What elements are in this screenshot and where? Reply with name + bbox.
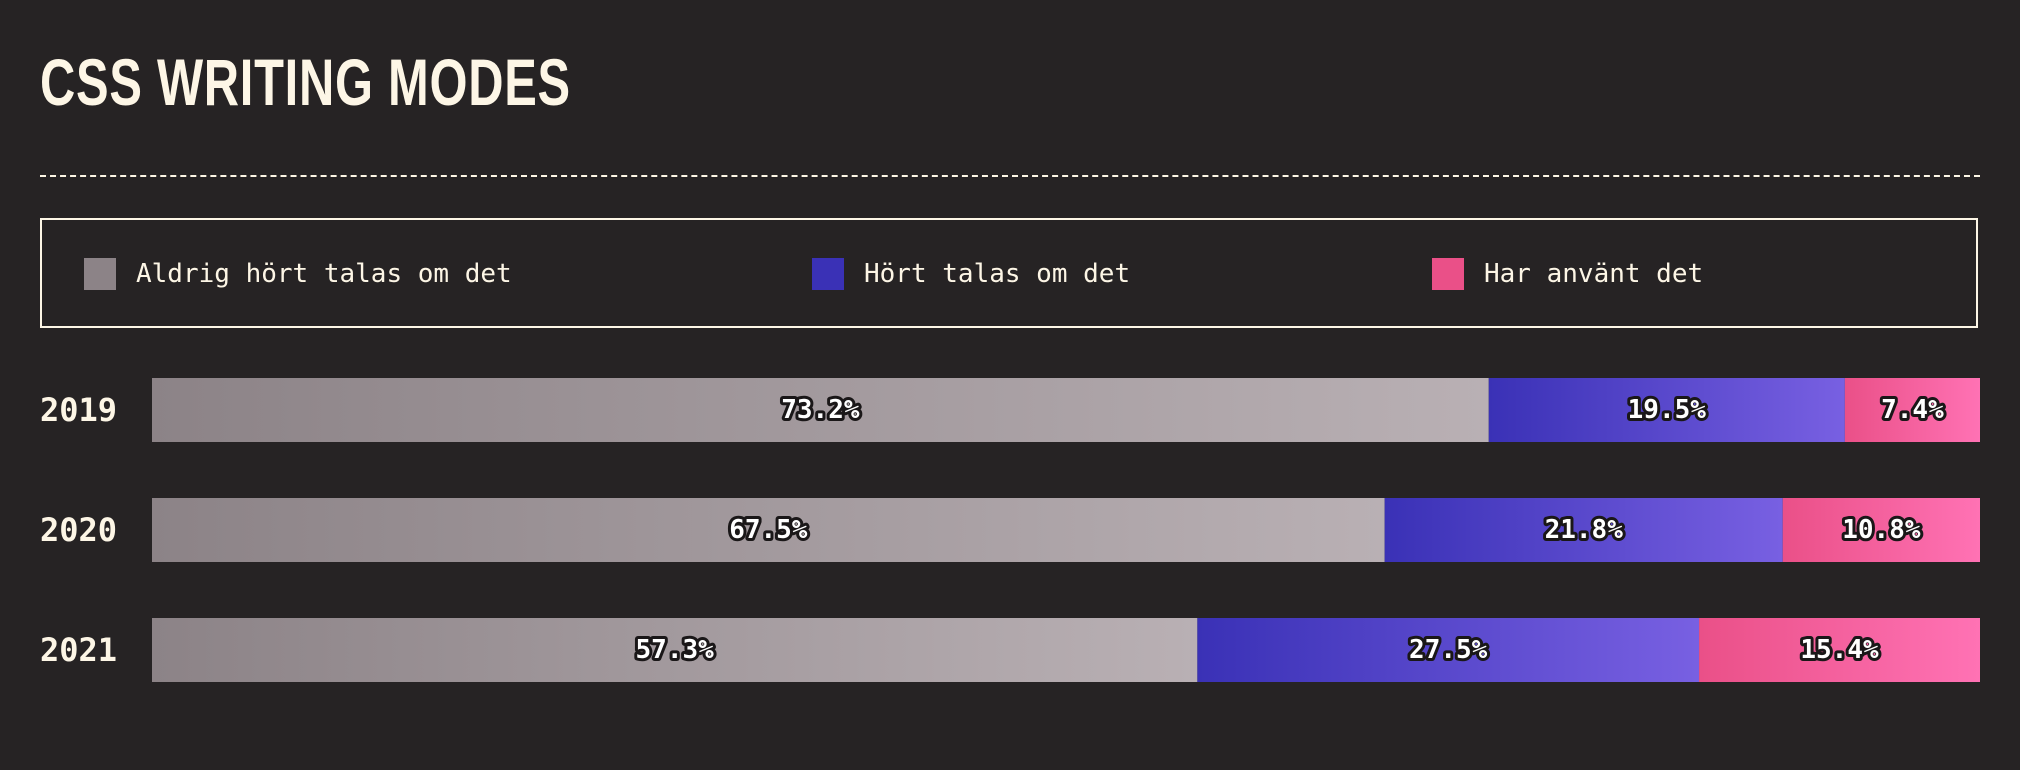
year-label-2021: 2021 xyxy=(40,631,117,669)
bar-2021-heard[interactable] xyxy=(1197,618,1700,682)
bar-2019-never-heard[interactable] xyxy=(152,378,1489,442)
value-label-2021-heard: 27.5% xyxy=(1409,635,1488,665)
bar-2019-heard[interactable] xyxy=(1488,378,1845,442)
title-divider xyxy=(40,175,1980,177)
year-label-2020: 2020 xyxy=(40,511,117,549)
value-label-2019-never-heard: 73.2% xyxy=(781,395,860,425)
legend-item-never-heard[interactable]: Aldrig hört talas om det xyxy=(84,258,512,290)
value-label-2019-used: 7.4% xyxy=(1881,395,1944,425)
legend-label-never-heard: Aldrig hört talas om det xyxy=(136,259,512,289)
bar-2019-used[interactable] xyxy=(1844,378,1980,442)
legend-item-used[interactable]: Har använt det xyxy=(1432,258,1703,290)
value-label-2020-heard: 21.8% xyxy=(1545,515,1624,545)
bar-2021-never-heard[interactable] xyxy=(152,618,1198,682)
value-label-2019-heard: 19.5% xyxy=(1628,395,1707,425)
value-label-2020-used: 10.8% xyxy=(1842,515,1921,545)
bar-2020-never-heard[interactable] xyxy=(152,498,1385,562)
legend: Aldrig hört talas om det Hört talas om d… xyxy=(40,218,1978,328)
bar-2020-used[interactable] xyxy=(1782,498,1980,562)
year-label-2019: 2019 xyxy=(40,391,117,429)
legend-label-heard: Hört talas om det xyxy=(864,259,1131,289)
chart-title: CSS WRITING MODES xyxy=(40,45,571,119)
value-label-2021-used: 15.4% xyxy=(1800,635,1879,665)
legend-swatch-heard xyxy=(812,258,844,290)
legend-swatch-never-heard xyxy=(84,258,116,290)
bars-group: 2019 73.2% 19.5% 7.4% 2020 67.5% 21.8% 10.8% 202… xyxy=(40,378,1980,682)
legend-swatch-used xyxy=(1432,258,1464,290)
bar-2021-used[interactable] xyxy=(1699,618,1980,682)
legend-label-used: Har använt det xyxy=(1484,259,1704,289)
value-label-2021-never-heard: 57.3% xyxy=(636,635,715,665)
bar-2020-heard[interactable] xyxy=(1384,498,1783,562)
legend-item-heard[interactable]: Hört talas om det xyxy=(812,258,1130,290)
value-label-2020-never-heard: 67.5% xyxy=(729,515,808,545)
